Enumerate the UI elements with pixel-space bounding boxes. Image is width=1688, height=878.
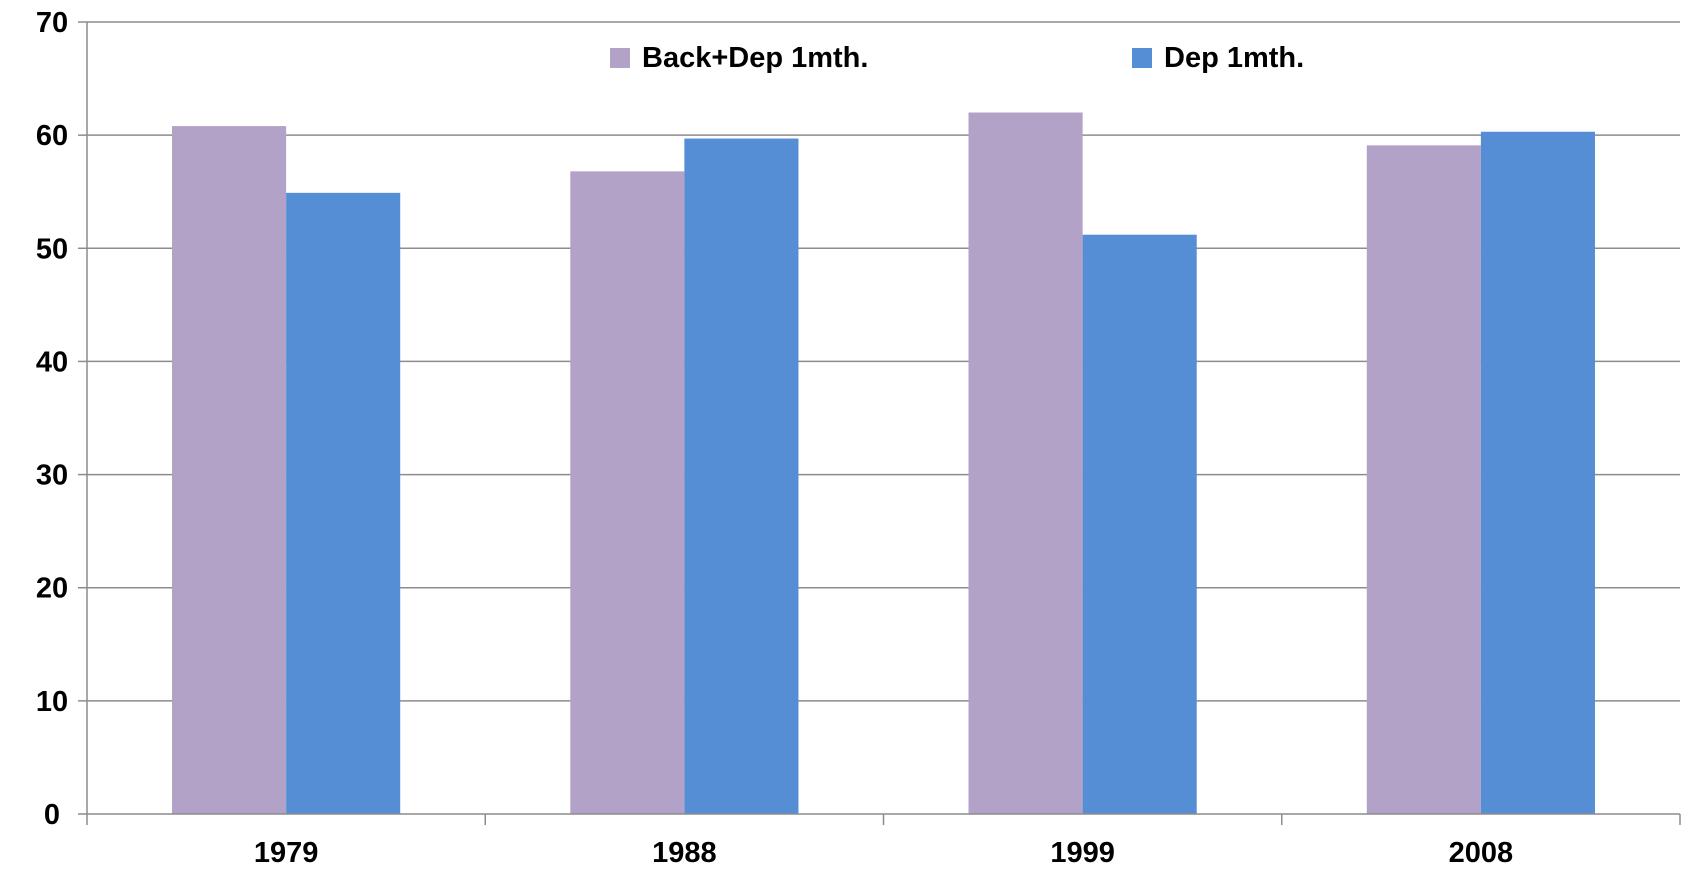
legend-swatch [1132, 48, 1152, 68]
y-tick-label: 70 [36, 7, 68, 39]
bar [1082, 234, 1197, 815]
bar [570, 171, 685, 814]
y-tick-label: 50 [36, 233, 68, 265]
legend-label: Dep 1mth. [1164, 42, 1304, 74]
x-tick-label: 1988 [652, 837, 717, 869]
y-tick-labels: 0 10 20 30 40 50 60 70 [36, 7, 68, 831]
y-tick-label: 40 [36, 346, 68, 378]
y-tick-label: 60 [36, 120, 68, 152]
y-tick-label: 30 [36, 460, 68, 492]
bars [172, 112, 1595, 815]
legend-swatch [610, 48, 630, 68]
y-tick-label: 20 [36, 573, 68, 605]
axes [78, 21, 1681, 825]
y-tick-label: 0 [44, 799, 60, 831]
x-tick-labels: 1979 1988 1999 2008 [254, 837, 1513, 869]
y-tick-label: 10 [36, 686, 68, 718]
bar [684, 138, 799, 815]
bar [1480, 131, 1595, 815]
legend: Back+Dep 1mth. Dep 1mth. [610, 42, 1304, 74]
bar [286, 192, 401, 815]
x-tick-label: 1979 [254, 837, 319, 869]
bar [1366, 145, 1481, 815]
bar [968, 112, 1083, 814]
legend-label: Back+Dep 1mth. [642, 42, 868, 74]
bar [172, 126, 287, 814]
x-tick-label: 1999 [1050, 837, 1115, 869]
x-tick-label: 2008 [1449, 837, 1514, 869]
